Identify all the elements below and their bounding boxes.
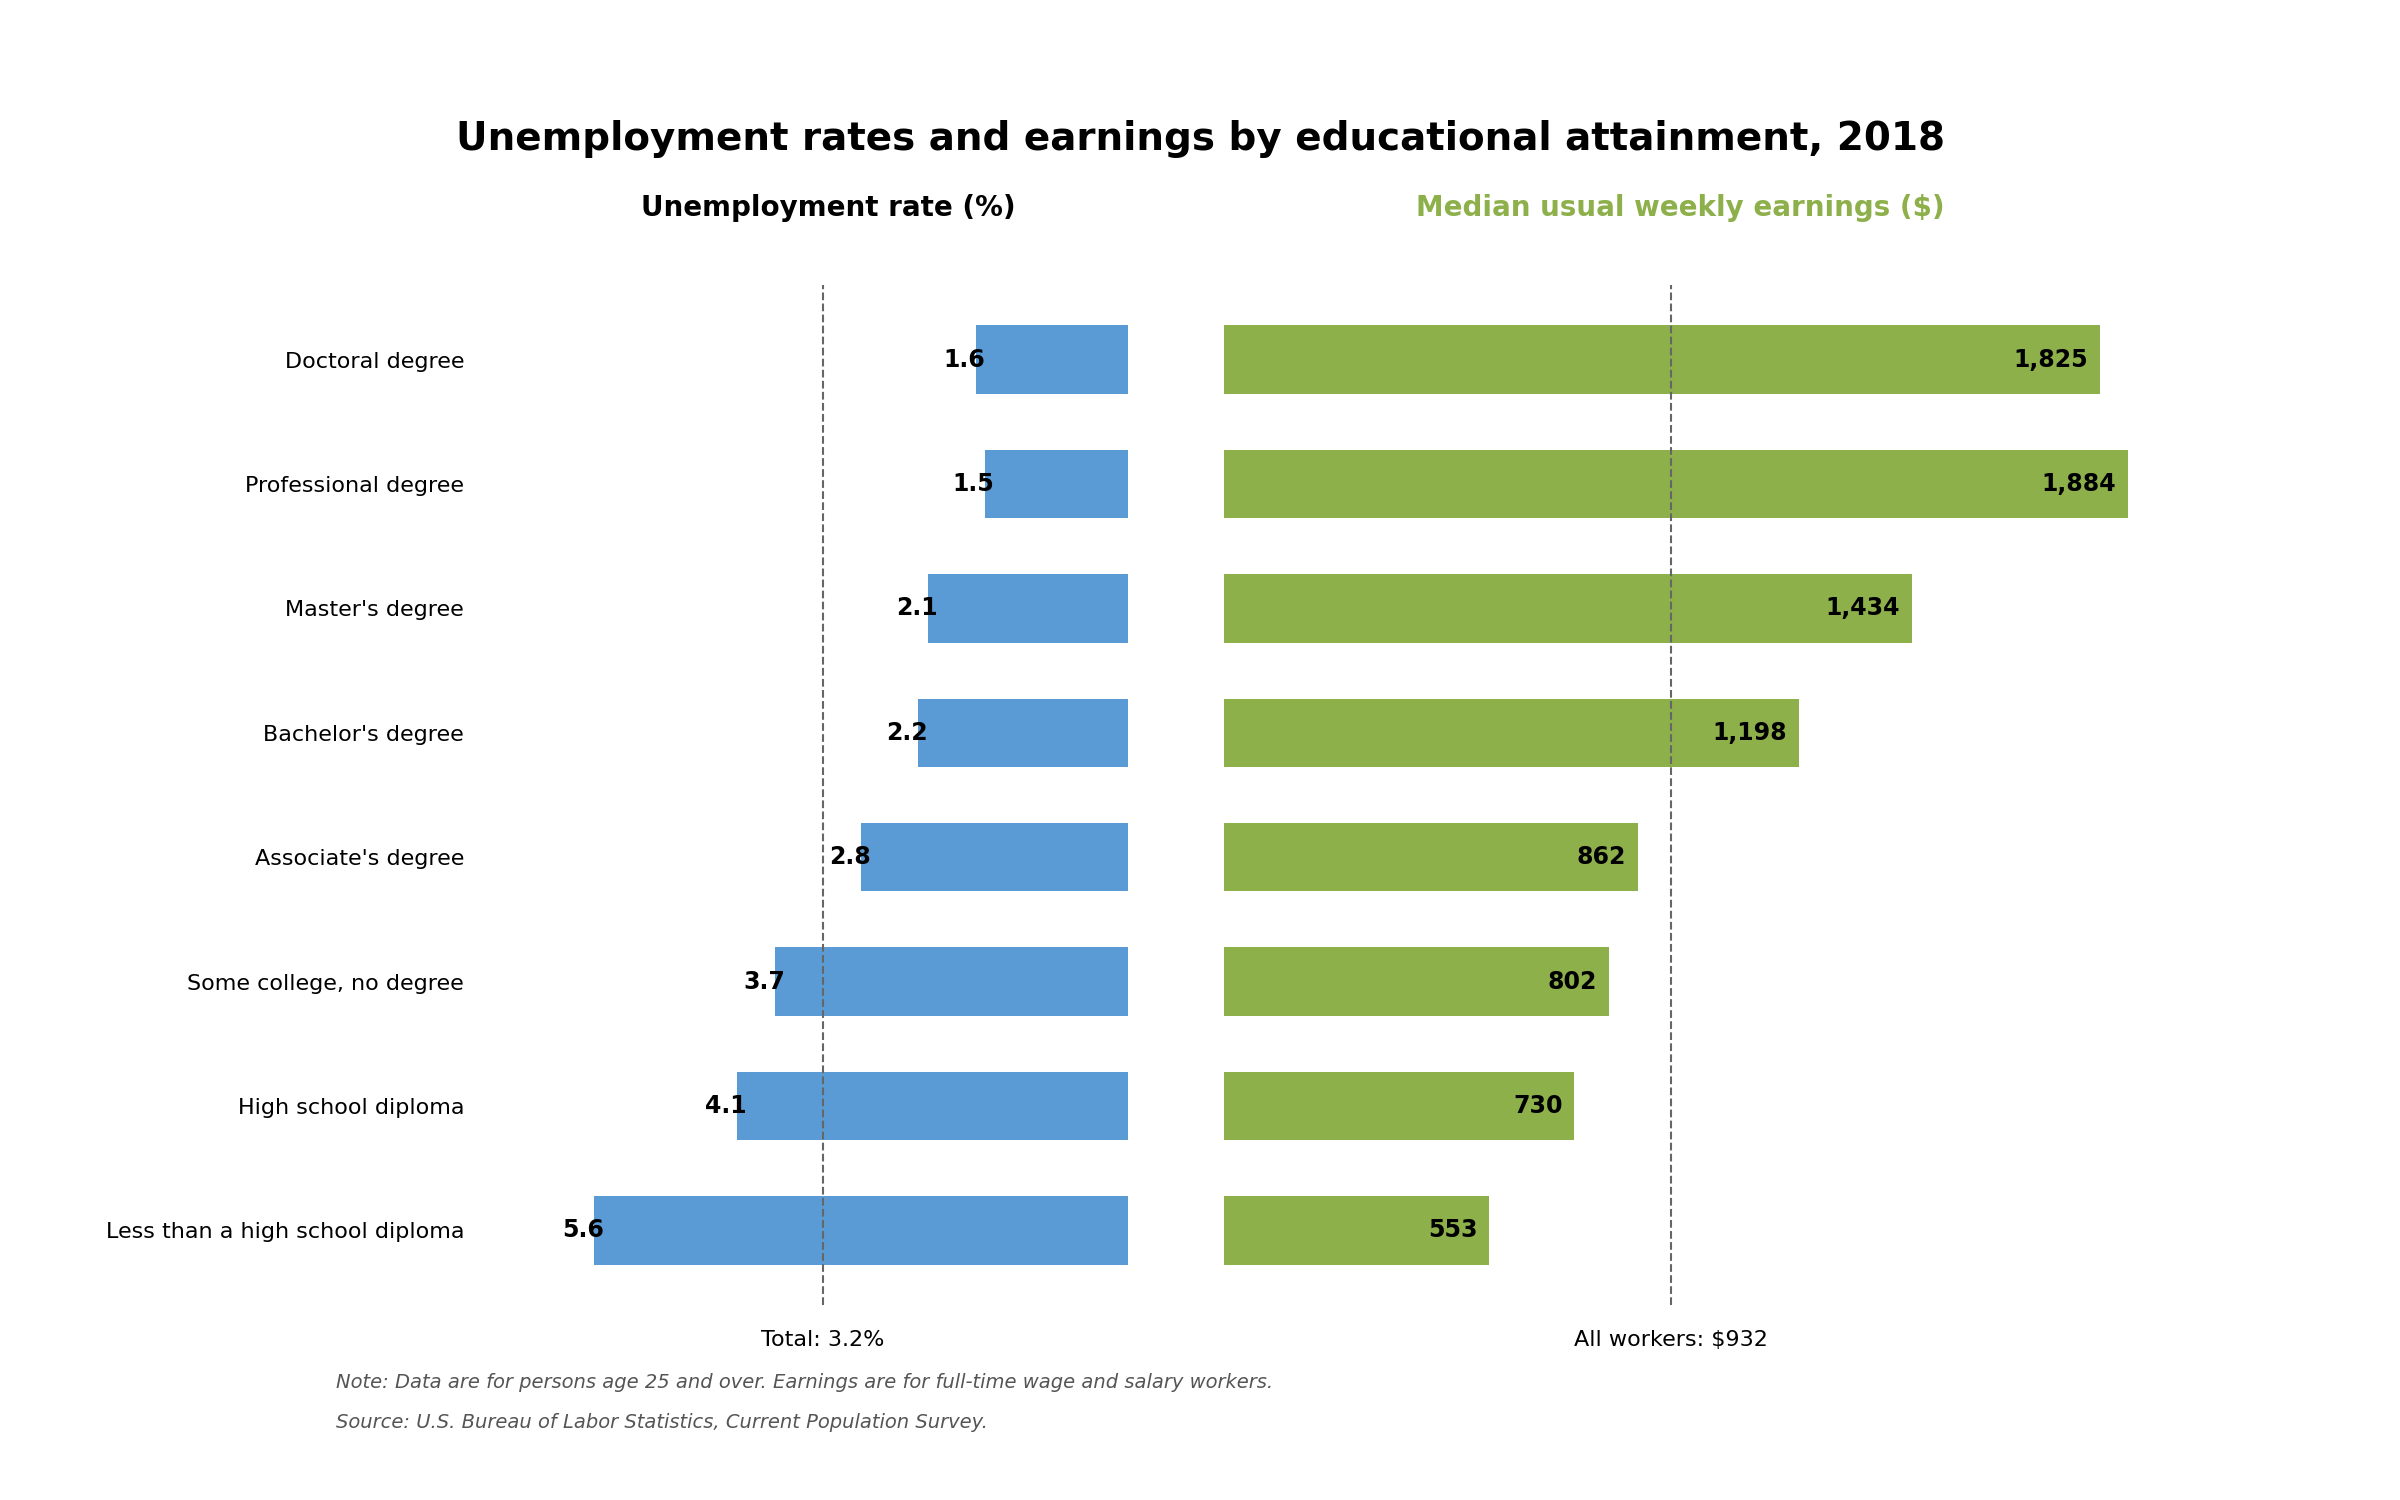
Text: Unemployment rate (%): Unemployment rate (%) [641,194,1015,222]
Bar [919,699,1128,766]
Text: 1,884: 1,884 [2042,472,2117,496]
Bar [737,1072,1128,1140]
Text: 4.1: 4.1 [706,1094,746,1118]
Bar [984,450,1128,518]
Text: 5.6: 5.6 [562,1218,605,1242]
Bar [974,326,1128,394]
Text: 1,198: 1,198 [1714,722,1788,746]
Text: 553: 553 [1428,1218,1478,1242]
Text: Median usual weekly earnings ($): Median usual weekly earnings ($) [1416,194,1944,222]
Text: 2.2: 2.2 [886,722,929,746]
Text: 730: 730 [1512,1094,1562,1118]
Text: Source: U.S. Bureau of Labor Statistics, Current Population Survey.: Source: U.S. Bureau of Labor Statistics,… [336,1413,989,1432]
Bar [595,1196,1128,1264]
Text: 1,434: 1,434 [1826,597,1901,621]
Text: 2.8: 2.8 [828,844,871,868]
Text: 1,825: 1,825 [2014,348,2088,372]
Text: Total: 3.2%: Total: 3.2% [761,1330,886,1350]
Bar [862,824,1128,891]
Text: Unemployment rates and earnings by educational attainment, 2018: Unemployment rates and earnings by educa… [456,120,1944,158]
Text: 802: 802 [1548,969,1596,993]
Text: 862: 862 [1577,844,1625,868]
Text: 3.7: 3.7 [744,969,785,993]
Text: Note: Data are for persons age 25 and over. Earnings are for full-time wage and : Note: Data are for persons age 25 and ov… [336,1372,1272,1392]
Bar [1224,1196,1490,1264]
Bar [1224,699,1800,766]
Text: All workers: $932: All workers: $932 [1574,1330,1769,1350]
Text: 2.1: 2.1 [895,597,938,621]
Bar [1224,824,1637,891]
Bar [1224,1072,1574,1140]
Bar [1224,326,2100,394]
Text: 1.6: 1.6 [943,348,984,372]
Bar [775,948,1128,1016]
Text: 1.5: 1.5 [953,472,994,496]
Bar [1224,948,1608,1016]
Bar [1224,574,1913,642]
Bar [929,574,1128,642]
Bar [1224,450,2129,518]
